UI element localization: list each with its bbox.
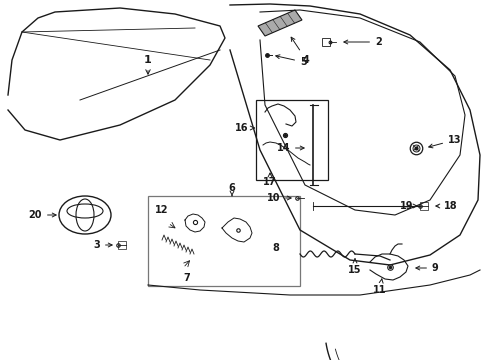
Bar bbox=[118, 241, 126, 249]
Bar bbox=[256, 100, 327, 180]
Text: 3: 3 bbox=[93, 240, 112, 250]
Text: 10: 10 bbox=[266, 193, 290, 203]
Text: 15: 15 bbox=[347, 259, 361, 275]
Text: 14: 14 bbox=[276, 143, 304, 153]
Text: 11: 11 bbox=[372, 279, 386, 295]
Text: 16: 16 bbox=[234, 123, 254, 133]
Text: 19: 19 bbox=[399, 201, 416, 211]
Text: 4: 4 bbox=[290, 37, 309, 65]
Polygon shape bbox=[258, 10, 302, 36]
Text: 13: 13 bbox=[428, 135, 461, 148]
Text: 5: 5 bbox=[275, 55, 306, 67]
Bar bbox=[148, 196, 299, 286]
Bar bbox=[419, 202, 427, 210]
Bar bbox=[321, 38, 329, 46]
Text: 7: 7 bbox=[183, 273, 189, 283]
Text: 2: 2 bbox=[343, 37, 381, 47]
Text: 1: 1 bbox=[144, 55, 152, 74]
Text: 12: 12 bbox=[155, 205, 168, 215]
Text: 20: 20 bbox=[28, 210, 56, 220]
Text: 8: 8 bbox=[271, 243, 278, 253]
Text: 9: 9 bbox=[415, 263, 438, 273]
Text: 17: 17 bbox=[263, 173, 276, 187]
Text: 18: 18 bbox=[435, 201, 457, 211]
Text: 6: 6 bbox=[228, 183, 235, 196]
